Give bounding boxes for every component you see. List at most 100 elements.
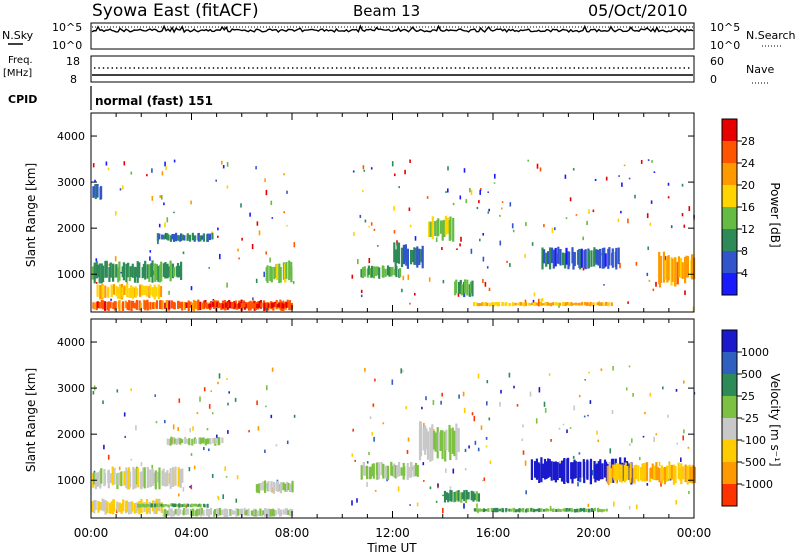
velocity-echo-cell [662, 467, 665, 481]
power-echo-cell [112, 284, 116, 295]
velocity-echo-cell [109, 473, 113, 483]
power-speckle [370, 167, 373, 170]
velocity-echo-cell [534, 509, 538, 512]
velocity-speckle [482, 479, 484, 482]
power-echo-cell [146, 264, 149, 279]
velocity-speckle [543, 401, 546, 407]
power-speckle [569, 197, 572, 202]
velocity-speckle [130, 458, 133, 461]
velocity-echo-cell [148, 504, 151, 507]
power-echo-cell [186, 233, 189, 240]
power-speckle [447, 166, 449, 171]
velocity-echo-cell [492, 508, 495, 512]
velocity-echo-cell [559, 509, 562, 512]
power-speckle [404, 169, 406, 175]
velocity-echo-cell [284, 483, 287, 492]
power-echo-cell [185, 302, 188, 308]
power-echo-cell [533, 301, 536, 306]
power-echo-cell [251, 302, 254, 309]
power-echo-cell [372, 266, 375, 279]
velocity-echo-cell [536, 508, 539, 512]
velocity-echo-cell [656, 467, 659, 481]
power-echo-cell [135, 267, 138, 277]
power-echo-cell [126, 302, 129, 310]
velocity-speckle [382, 422, 385, 425]
velocity-speckle [151, 464, 153, 469]
velocity-echo-cell [467, 491, 470, 500]
power-speckle [482, 278, 484, 283]
velocity-echo-cell [214, 509, 217, 515]
velocity-speckle [225, 476, 228, 478]
velocity-speckle [116, 389, 119, 393]
velocity-echo-cell [218, 507, 221, 516]
velocity-echo-cell [477, 508, 480, 513]
freq-label-1: Freq. [8, 55, 33, 66]
velocity-colorbar-tick-label: -100 [741, 434, 766, 447]
power-echo-cell [133, 302, 136, 309]
velocity-echo-cell [576, 508, 579, 513]
power-speckle [667, 182, 670, 186]
velocity-echo-cell [206, 510, 209, 515]
power-echo-cell [441, 220, 444, 241]
velocity-echo-cell [447, 493, 450, 503]
velocity-speckle [228, 391, 230, 394]
power-echo-cell [282, 303, 285, 309]
power-speckle [222, 165, 225, 169]
power-echo-cell [285, 262, 288, 279]
velocity-echo-cell [209, 507, 213, 515]
velocity-echo-cell [125, 500, 128, 513]
power-echo-cell [183, 235, 186, 241]
power-speckle [265, 251, 267, 255]
power-echo-cell [263, 303, 266, 309]
velocity-echo-cell [547, 508, 550, 512]
velocity-echo-cell [100, 502, 103, 511]
power-echo-cell [202, 233, 205, 242]
velocity-echo-cell [619, 464, 622, 482]
velocity-echo-cell [258, 483, 261, 494]
velocity-speckle [500, 389, 502, 394]
power-echo-cell [218, 302, 221, 309]
velocity-colorbar-tick-label: -500 [741, 456, 766, 469]
power-echo-cell [564, 302, 567, 307]
velocity-speckle [486, 380, 489, 384]
power-speckle [646, 213, 649, 219]
power-echo-cell [363, 266, 366, 277]
velocity-speckle [177, 427, 179, 431]
velocity-speckle [208, 404, 211, 409]
power-speckle [465, 199, 468, 204]
power-echo-cell [374, 266, 378, 276]
velocity-echo-cell [658, 467, 661, 483]
power-speckle [501, 207, 503, 210]
power-echo-cell [110, 285, 113, 297]
freq-panel: Freq. [MHz] 18 8 60 0 Nave [3, 55, 774, 86]
velocity-echo-cell [93, 500, 96, 514]
power-echo-cell [418, 248, 421, 265]
power-speckle [122, 185, 124, 190]
power-speckle [618, 175, 620, 177]
velocity-echo-cell [605, 508, 608, 512]
velocity-echo-cell [271, 508, 274, 517]
power-echo-cell [253, 303, 256, 308]
power-echo-cell [554, 247, 557, 267]
velocity-echo-cell [518, 508, 521, 513]
power-echo-cell [530, 302, 533, 306]
power-echo-cell [226, 301, 229, 310]
power-speckle [620, 210, 622, 214]
velocity-echo-cell [376, 462, 379, 480]
power-echo-cell [107, 286, 110, 298]
power-speckle [377, 245, 379, 247]
power-echo-cell [278, 263, 281, 284]
power-echo-cell [95, 301, 98, 311]
power-echo-cell [546, 302, 549, 306]
velocity-echo-cell [282, 482, 285, 491]
velocity-echo-cell [444, 431, 447, 462]
power-echo-cell [199, 235, 202, 242]
velocity-speckle [548, 373, 551, 376]
velocity-echo-cell [174, 466, 177, 486]
power-speckle [488, 287, 491, 292]
power-echo-cell [143, 285, 147, 296]
nave-label: Nave [746, 63, 774, 76]
power-echo-cell [139, 302, 142, 310]
power-echo-cell [102, 265, 105, 283]
velocity-echo-cell [149, 469, 152, 488]
